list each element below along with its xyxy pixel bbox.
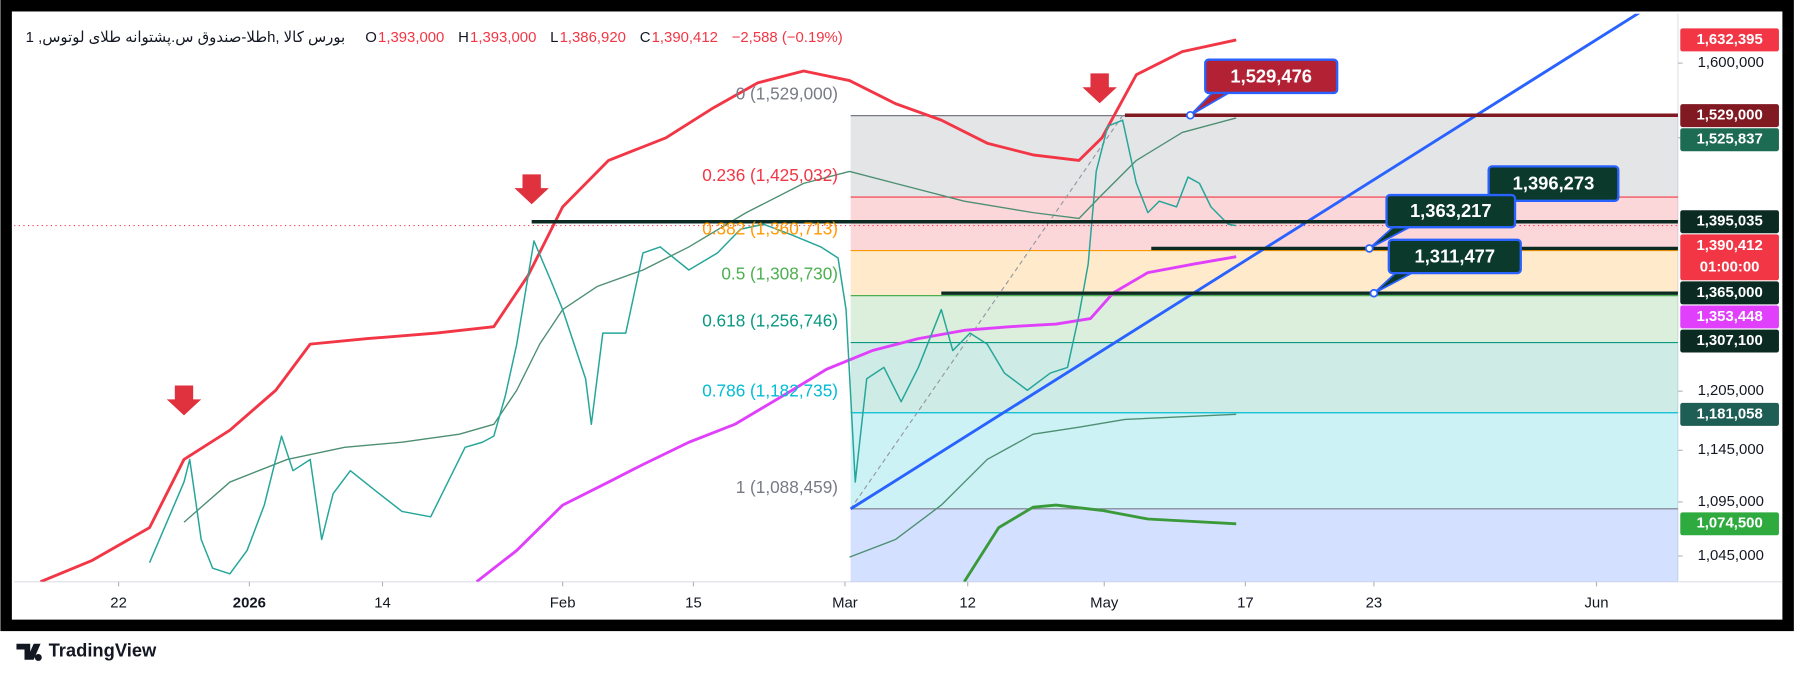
price-tag: [1680, 234, 1779, 281]
x-tick-label: 23: [1366, 596, 1383, 612]
ohlc-key: C: [640, 30, 651, 46]
brand: TradingView: [49, 640, 157, 661]
price-tag: [1680, 305, 1779, 329]
x-tick-label: 12: [959, 596, 976, 612]
callout-anchor: [1365, 244, 1374, 253]
series-line: [183, 117, 1237, 523]
y-tick-label: 1,205,000: [1698, 383, 1764, 399]
price-tag: [1680, 512, 1779, 536]
y-tick-label: 1,045,000: [1698, 548, 1764, 564]
x-tick-label: Jun: [1584, 596, 1608, 612]
price-tag-label: 1,529,000: [1696, 108, 1762, 124]
price-tag: [1680, 210, 1779, 234]
callout-anchor: [1369, 288, 1379, 298]
callout-box: [1387, 238, 1522, 275]
callout-label: 1,363,217: [1410, 200, 1492, 221]
ohlc-key: H: [458, 30, 469, 46]
price-tag: [1680, 329, 1779, 353]
fib-label: 0.618 (1,256,746): [702, 310, 838, 330]
x-tick-label: 17: [1237, 596, 1254, 612]
price-tag-label: 1,632,395: [1696, 32, 1762, 48]
fib-band: [850, 508, 1678, 582]
ohlc-value: 1,386,920: [560, 30, 626, 46]
x-tick-label: 15: [685, 596, 702, 612]
footer-logo: TradingView: [16, 640, 157, 661]
price-tag-label: 1,390,412: [1696, 238, 1762, 254]
callout-label: 1,529,476: [1230, 65, 1312, 86]
ohlc-value: 1,390,412: [652, 30, 718, 46]
fib-layer: [850, 115, 1678, 582]
price-tag: [1680, 281, 1779, 305]
fib-band: [850, 295, 1678, 343]
x-tick-label: 2026: [233, 596, 266, 612]
fib-label: 0.5 (1,308,730): [721, 264, 838, 284]
fib-band: [850, 342, 1678, 413]
price-tag-label: 1,181,058: [1696, 406, 1762, 422]
x-tick-label: 14: [374, 596, 391, 612]
x-tick-label: Mar: [832, 596, 858, 612]
price-tag-label: 1,525,837: [1696, 132, 1762, 148]
price-tag: [1680, 402, 1779, 426]
callout-anchor: [1186, 110, 1195, 120]
price-tag-label: 1,307,100: [1696, 333, 1762, 349]
ohlc-key: L: [550, 30, 558, 46]
frame: [0, 0, 1794, 632]
fib-label: 0.786 (1,182,735): [702, 381, 838, 401]
price-tag: [1680, 128, 1779, 152]
fib-label: 0.236 (1,425,032): [702, 165, 838, 185]
series-line: [40, 38, 1237, 582]
ohlc-header: O 1,393,000 H 1,393,000 L 1,386,920 C 1,390,412…: [365, 30, 843, 46]
callout-box: [1487, 165, 1620, 202]
chart-title: طلا-صندوق س.پشتوانه طلای لوتوس, 1h, بورس…: [26, 30, 346, 46]
ohlc-change: −2,588 (−0.19%): [732, 30, 843, 46]
ohlc-value: 1,393,000: [470, 30, 536, 46]
price-tag: [1680, 28, 1779, 52]
y-tick-label: 1,145,000: [1698, 442, 1764, 458]
price-tag-label: 1,365,000: [1696, 285, 1762, 301]
ohlc-key: O: [365, 30, 377, 46]
fib-label: 1 (1,088,459): [736, 477, 838, 497]
x-tick-label: Feb: [550, 596, 576, 612]
series-line: [849, 413, 1237, 558]
ohlc-value: 1,393,000: [378, 30, 444, 46]
fib-label: 0.382 (1,360,713): [702, 218, 838, 238]
overlay-layer: 0 (1,529,000) 0.236 (1,425,032) 0.382 (1,3…: [166, 58, 1620, 497]
price-tag-label: 1,395,035: [1696, 214, 1762, 230]
price-tag-label: 1,353,448: [1696, 309, 1762, 325]
callout-box: [1385, 193, 1517, 229]
series-line: [148, 119, 1237, 575]
fib-band: [850, 197, 1678, 251]
callout-box: [1204, 58, 1339, 95]
callout-label: 1,396,273: [1513, 173, 1595, 194]
down-arrow: [1082, 73, 1117, 104]
y-tick-label: 1,600,000: [1698, 55, 1764, 71]
fib-band: [850, 412, 1678, 509]
series-line: [963, 503, 1237, 582]
fib-label: 0 (1,529,000): [736, 84, 838, 104]
axis-layer: 1,600,0001,500,0001,205,0001,145,0001,09…: [110, 28, 1779, 612]
price-tag-countdown: 01:00:00: [1700, 260, 1760, 276]
down-arrow: [166, 385, 202, 416]
fib-band: [850, 250, 1678, 296]
price-tag-label: 1,074,500: [1696, 516, 1762, 532]
callout-label: 1,311,477: [1414, 245, 1495, 266]
down-arrow: [514, 174, 549, 205]
y-tick-label: 1,095,000: [1698, 494, 1764, 510]
series-layer: [14, 13, 1678, 582]
x-tick-label: May: [1090, 596, 1119, 612]
x-tick-label: 22: [110, 596, 127, 612]
logo-mark: [16, 643, 42, 661]
series-line: [849, 13, 1641, 511]
price-tag: [1680, 104, 1779, 128]
